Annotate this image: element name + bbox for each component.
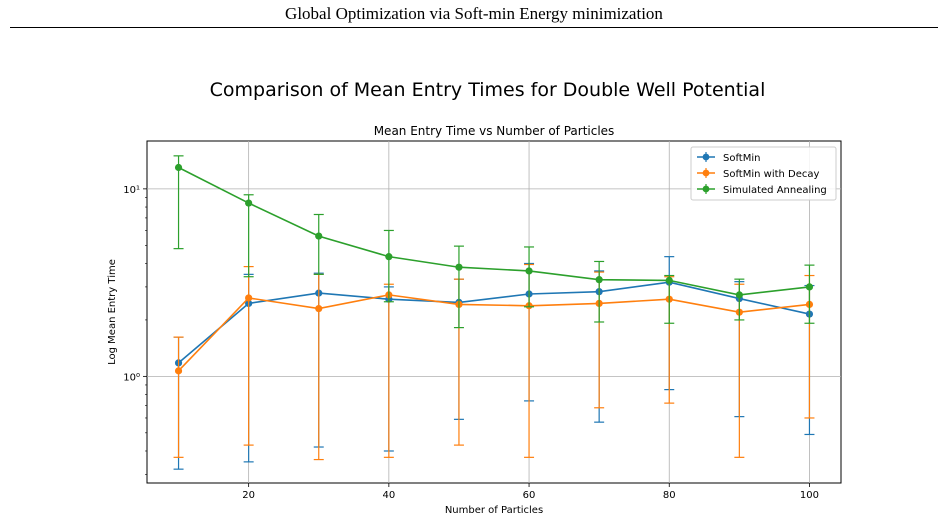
data-point — [805, 283, 814, 291]
series-line — [178, 281, 810, 364]
legend-label: Simulated Annealing — [723, 185, 827, 196]
y-axis-label: Log Mean Entry Time — [107, 259, 118, 365]
data-point — [735, 291, 743, 299]
y-tick-label: 10¹ — [123, 185, 140, 196]
legend-item: Simulated Annealing — [697, 184, 827, 196]
figure-title: Comparison of Mean Entry Times for Doubl… — [209, 79, 766, 101]
running-header: Global Optimization via Soft-min Energy … — [285, 4, 663, 23]
data-point — [525, 267, 533, 275]
data-point — [455, 263, 463, 271]
data-point — [245, 294, 253, 302]
y-tick-label: 10⁰ — [123, 372, 140, 383]
x-tick-label: 60 — [523, 490, 536, 501]
series-simulated-annealing — [173, 155, 815, 329]
legend-swatch-marker — [702, 169, 710, 177]
legend-swatch-marker — [702, 153, 710, 161]
series-line — [178, 166, 810, 296]
x-tick-label: 100 — [800, 490, 819, 501]
legend-item: SoftMin — [697, 152, 760, 164]
axis-ticks: 20 40 60 80 100 10⁰ 10¹ — [123, 185, 819, 501]
x-tick-label: 80 — [663, 490, 676, 501]
legend-swatch-marker — [702, 185, 710, 193]
legend-box — [690, 146, 837, 201]
data-point — [385, 253, 393, 261]
data-point — [665, 276, 673, 284]
legend-label: SoftMin with Decay — [723, 169, 820, 180]
data-point — [595, 276, 603, 284]
data-point — [174, 367, 183, 375]
x-axis-label: Number of Particles — [445, 505, 543, 516]
data-point — [174, 163, 183, 172]
x-tick-label: 40 — [382, 490, 395, 501]
legend-item: SoftMin with Decay — [697, 168, 820, 180]
x-tick-label: 20 — [242, 490, 255, 501]
data-point — [315, 232, 323, 240]
data-point — [245, 199, 253, 207]
header-rule — [10, 27, 938, 28]
series-line — [177, 294, 810, 372]
chart-title: Mean Entry Time vs Number of Particles — [374, 124, 615, 138]
legend-label: SoftMin — [723, 153, 760, 164]
legend: SoftMin SoftMin with Decay Simulated Annea… — [690, 146, 837, 201]
data-series — [173, 155, 815, 470]
data-point — [315, 304, 323, 313]
